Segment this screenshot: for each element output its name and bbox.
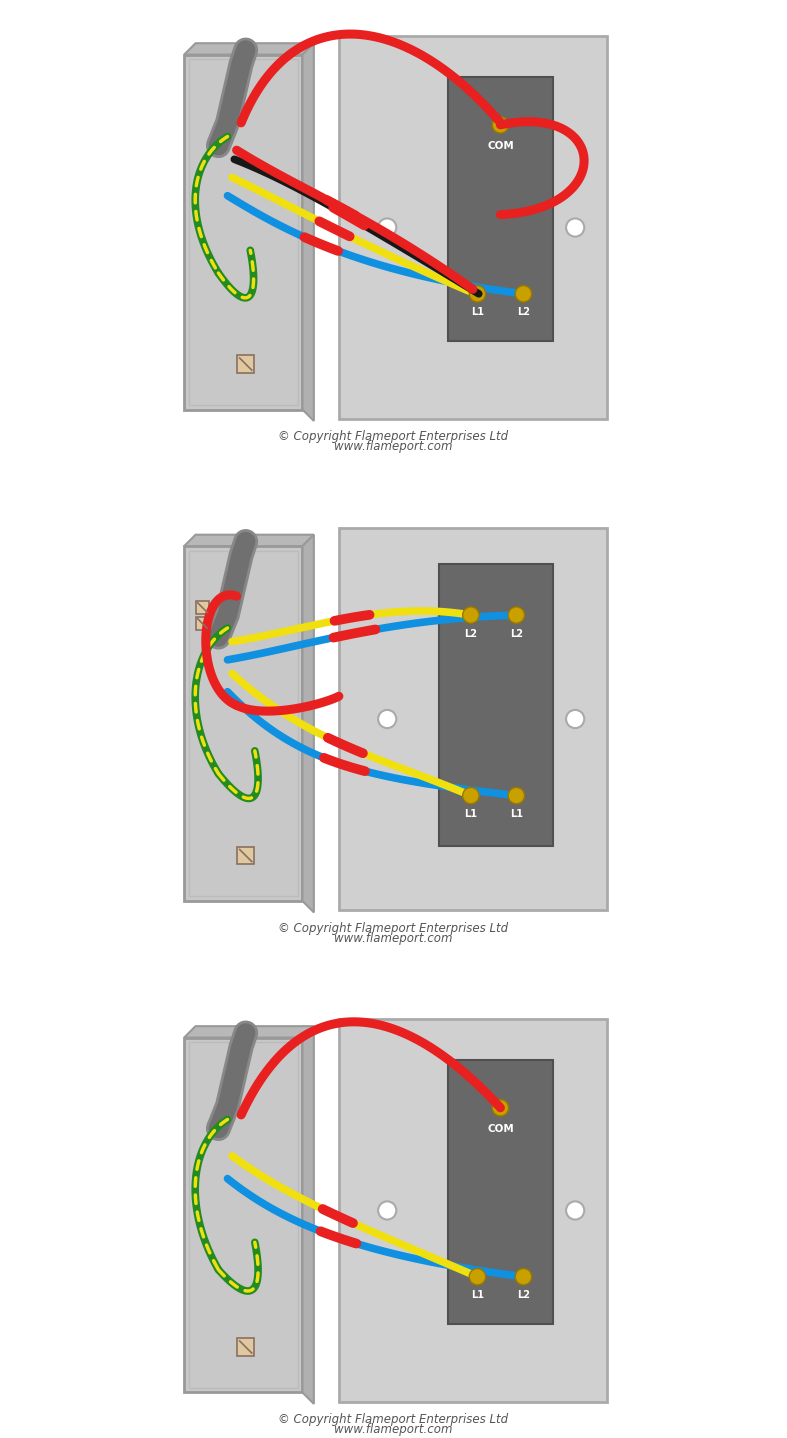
FancyBboxPatch shape bbox=[184, 1038, 302, 1392]
FancyBboxPatch shape bbox=[448, 78, 552, 341]
FancyBboxPatch shape bbox=[184, 55, 302, 410]
FancyBboxPatch shape bbox=[339, 1020, 608, 1402]
Circle shape bbox=[463, 607, 479, 623]
Text: COM: COM bbox=[487, 1123, 514, 1133]
Polygon shape bbox=[184, 535, 314, 546]
FancyBboxPatch shape bbox=[195, 601, 209, 614]
Circle shape bbox=[508, 788, 525, 804]
Circle shape bbox=[492, 116, 508, 134]
FancyBboxPatch shape bbox=[237, 355, 254, 372]
Circle shape bbox=[508, 607, 525, 623]
Text: L2: L2 bbox=[510, 628, 523, 638]
FancyBboxPatch shape bbox=[184, 546, 302, 902]
Text: L1: L1 bbox=[471, 308, 484, 318]
FancyBboxPatch shape bbox=[439, 564, 552, 847]
Text: L2: L2 bbox=[517, 1290, 530, 1300]
Text: L1: L1 bbox=[471, 1290, 484, 1300]
Polygon shape bbox=[302, 1027, 314, 1403]
FancyBboxPatch shape bbox=[237, 1339, 254, 1356]
Text: © Copyright Flameport Enterprises Ltd: © Copyright Flameport Enterprises Ltd bbox=[279, 430, 508, 443]
Circle shape bbox=[378, 219, 397, 237]
Text: L1: L1 bbox=[464, 810, 478, 820]
Circle shape bbox=[469, 1268, 486, 1286]
Text: L1: L1 bbox=[510, 810, 523, 820]
Circle shape bbox=[566, 1201, 584, 1219]
Circle shape bbox=[515, 286, 532, 302]
Circle shape bbox=[566, 710, 584, 728]
Text: www.flameport.com: www.flameport.com bbox=[334, 932, 453, 945]
Circle shape bbox=[463, 788, 479, 804]
Circle shape bbox=[566, 219, 584, 237]
Circle shape bbox=[378, 710, 397, 728]
Polygon shape bbox=[184, 1027, 314, 1038]
Polygon shape bbox=[184, 43, 314, 55]
FancyBboxPatch shape bbox=[339, 528, 608, 910]
Circle shape bbox=[515, 1268, 532, 1286]
Text: COM: COM bbox=[487, 141, 514, 151]
Polygon shape bbox=[302, 535, 314, 912]
Text: www.flameport.com: www.flameport.com bbox=[334, 440, 453, 453]
Text: L2: L2 bbox=[517, 308, 530, 318]
Text: www.flameport.com: www.flameport.com bbox=[334, 1424, 453, 1437]
FancyBboxPatch shape bbox=[195, 617, 209, 630]
FancyBboxPatch shape bbox=[448, 1060, 552, 1324]
Circle shape bbox=[492, 1100, 508, 1116]
Text: L2: L2 bbox=[464, 628, 478, 638]
Polygon shape bbox=[302, 43, 314, 421]
FancyBboxPatch shape bbox=[237, 847, 254, 864]
Text: © Copyright Flameport Enterprises Ltd: © Copyright Flameport Enterprises Ltd bbox=[279, 1414, 508, 1426]
Circle shape bbox=[469, 286, 486, 302]
Circle shape bbox=[378, 1201, 397, 1219]
FancyBboxPatch shape bbox=[339, 36, 608, 418]
Text: © Copyright Flameport Enterprises Ltd: © Copyright Flameport Enterprises Ltd bbox=[279, 922, 508, 935]
